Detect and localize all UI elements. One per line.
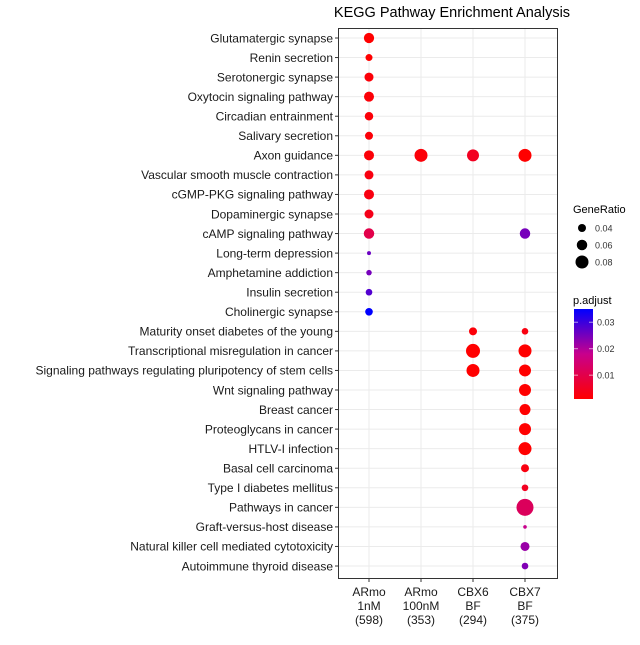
y-tick-label: cAMP signaling pathway xyxy=(202,227,333,241)
dot xyxy=(365,131,373,140)
dot xyxy=(521,562,529,570)
y-tick-label: Basal cell carcinoma xyxy=(223,462,333,476)
color-bar xyxy=(574,309,593,399)
color-legend-title: p.adjust xyxy=(573,295,612,307)
dot xyxy=(363,228,375,239)
dot xyxy=(519,404,531,416)
x-tick-label: 1nM xyxy=(357,599,380,613)
dot xyxy=(365,288,373,296)
size-legend-dot xyxy=(578,224,586,232)
size-legend: GeneRatio 0.04 0.06 0.08 xyxy=(573,204,626,269)
dot xyxy=(467,149,479,162)
x-tick-label: BF xyxy=(517,599,532,613)
y-tick-label: Dopaminergic synapse xyxy=(211,207,333,221)
y-tick-label: Oxytocin signaling pathway xyxy=(188,90,333,104)
dot xyxy=(520,541,530,551)
dot xyxy=(364,91,374,102)
dot xyxy=(466,363,480,377)
x-tick-label: (598) xyxy=(355,613,383,627)
y-tick-label: Cholinergic synapse xyxy=(225,305,333,319)
dot xyxy=(364,209,374,219)
dot xyxy=(518,344,532,358)
y-tick-label: Graft-versus-host disease xyxy=(196,520,334,534)
y-tick-label: Circadian entrainment xyxy=(216,110,334,124)
dot xyxy=(364,150,374,161)
x-tick-label: CBX7 xyxy=(509,585,541,599)
y-tick-label: Renin secretion xyxy=(250,51,333,65)
dot xyxy=(364,189,374,200)
y-tick-label: Type I diabetes mellitus xyxy=(208,481,333,495)
y-tick-label: Wnt signaling pathway xyxy=(213,383,333,397)
dot xyxy=(466,343,480,358)
y-tick-label: Vascular smooth muscle contraction xyxy=(141,168,333,182)
dot xyxy=(414,148,428,162)
dot xyxy=(519,364,531,377)
dot xyxy=(365,54,373,62)
dot xyxy=(521,484,529,492)
dot xyxy=(364,170,374,180)
dot xyxy=(519,228,531,239)
x-axis-labels: ARmo1nM(598)ARmo100nM(353)CBX6BF(294)CBX… xyxy=(352,579,541,627)
x-tick-label: ARmo xyxy=(352,585,386,599)
dot xyxy=(365,307,373,316)
color-legend-label: 0.02 xyxy=(597,344,615,354)
y-tick-label: Amphetamine addiction xyxy=(208,266,333,280)
x-tick-label: 100nM xyxy=(403,599,440,613)
y-tick-label: Salivary secretion xyxy=(238,129,333,143)
dot xyxy=(364,72,374,82)
x-tick-label: CBX6 xyxy=(457,585,489,599)
y-tick-label: Transcriptional misregulation in cancer xyxy=(128,344,333,358)
dot xyxy=(521,328,529,335)
y-tick-label: Pathways in cancer xyxy=(229,501,333,515)
size-legend-dot xyxy=(576,239,588,251)
y-tick-label: Autoimmune thyroid disease xyxy=(182,559,334,573)
dot xyxy=(367,251,371,256)
y-tick-label: Glutamatergic synapse xyxy=(210,31,333,45)
y-tick-label: HTLV-I infection xyxy=(249,442,333,456)
size-legend-label: 0.08 xyxy=(595,258,613,268)
y-tick-label: Breast cancer xyxy=(259,403,333,417)
dot xyxy=(516,498,534,516)
dot xyxy=(366,269,372,276)
size-legend-label: 0.04 xyxy=(595,224,613,234)
y-tick-label: cGMP-PKG signaling pathway xyxy=(172,188,333,202)
y-tick-label: Serotonergic synapse xyxy=(217,70,333,84)
grid xyxy=(339,29,557,578)
y-tick-label: Long-term depression xyxy=(216,246,333,260)
y-tick-label: Natural killer cell mediated cytotoxicit… xyxy=(130,540,333,554)
x-tick-label: BF xyxy=(465,599,480,613)
panel-border xyxy=(338,28,558,579)
color-legend: p.adjust 0.01 0.02 0.03 xyxy=(573,295,615,399)
dot xyxy=(364,111,374,121)
dot xyxy=(469,327,477,336)
dot xyxy=(518,148,532,162)
color-legend-label: 0.03 xyxy=(597,318,615,328)
size-legend-dot xyxy=(575,255,589,269)
x-tick-label: (375) xyxy=(511,613,539,627)
y-tick-label: Maturity onset diabetes of the young xyxy=(140,325,333,339)
chart-title: KEGG Pathway Enrichment Analysis xyxy=(334,5,570,21)
size-legend-title: GeneRatio xyxy=(573,204,626,216)
y-tick-label: Insulin secretion xyxy=(246,286,333,300)
dots xyxy=(363,32,534,570)
x-tick-label: ARmo xyxy=(404,585,438,599)
y-tick-label: Signaling pathways regulating pluripoten… xyxy=(36,364,334,378)
y-tick-label: Proteoglycans in cancer xyxy=(205,422,333,436)
dot xyxy=(518,442,532,456)
x-tick-label: (294) xyxy=(459,613,487,627)
dot xyxy=(523,525,527,529)
color-legend-label: 0.01 xyxy=(597,371,615,381)
dot xyxy=(519,423,531,436)
dot xyxy=(363,32,375,44)
x-tick-label: (353) xyxy=(407,613,435,627)
y-axis-labels: Glutamatergic synapse Renin secretion Sero… xyxy=(36,31,338,573)
dot xyxy=(519,384,531,396)
y-tick-label: Axon guidance xyxy=(254,149,334,163)
dot xyxy=(521,464,529,473)
size-legend-label: 0.06 xyxy=(595,241,613,251)
